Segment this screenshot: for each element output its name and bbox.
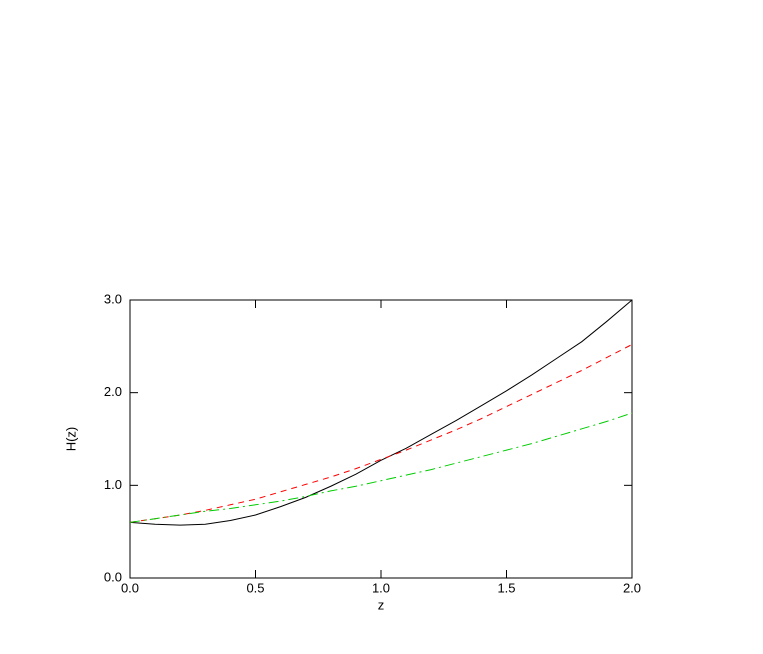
x-tick-label: 1.0 (372, 580, 390, 595)
series-line (129, 299, 633, 526)
x-tick-label: 0.0 (121, 580, 139, 595)
x-axis-label: z (378, 597, 385, 612)
plot-frame (129, 299, 633, 579)
y-axis-label: H(z) (63, 427, 78, 452)
y-tick-label: 0.0 (104, 569, 122, 584)
y-tick-label: 1.0 (104, 477, 122, 492)
x-tick-label: 2.0 (623, 580, 641, 595)
series-line (129, 344, 633, 523)
x-tick-label: 0.5 (246, 580, 264, 595)
x-tick-label: 1.5 (497, 580, 515, 595)
series-line (129, 412, 633, 523)
y-tick-label: 3.0 (104, 291, 122, 306)
y-tick-label: 2.0 (104, 384, 122, 399)
